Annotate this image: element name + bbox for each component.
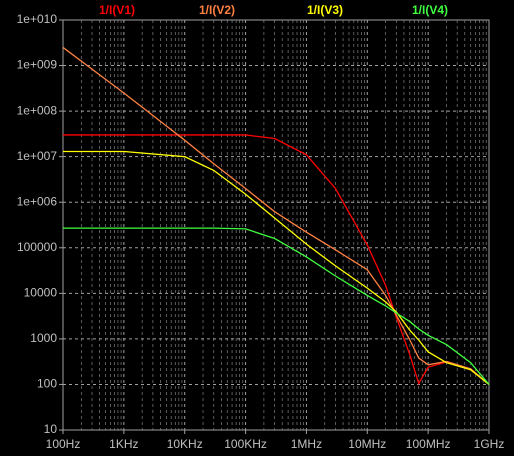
legend-entry: 1/I(V3) xyxy=(307,3,343,17)
y-tick-label: 100 xyxy=(37,377,57,391)
legend-entry: 1/I(V4) xyxy=(412,3,448,17)
y-tick-label: 1e+009 xyxy=(17,58,58,72)
x-tick-label: 1GHz xyxy=(474,437,505,451)
y-tick-label: 1000 xyxy=(30,331,57,345)
y-tick-label: 1e+006 xyxy=(17,194,58,208)
series-line xyxy=(63,134,490,386)
series-line xyxy=(63,227,490,385)
legend-entry: 1/I(V1) xyxy=(99,3,135,17)
y-tick-label: 10 xyxy=(44,422,58,436)
y-tick-label: 1e+010 xyxy=(17,12,58,26)
y-tick-label: 100000 xyxy=(17,240,57,254)
y-tick-label: 1e+008 xyxy=(17,103,58,117)
y-tick-label: 10000 xyxy=(24,286,58,300)
x-tick-label: 100Hz xyxy=(46,437,81,451)
x-tick-label: 100MHz xyxy=(406,437,451,451)
x-tick-label: 10MHz xyxy=(348,437,386,451)
y-tick-label: 1e+007 xyxy=(17,149,58,163)
legend-entry: 1/I(V2) xyxy=(199,3,235,17)
x-tick-label: 100KHz xyxy=(224,437,267,451)
x-tick-label: 1KHz xyxy=(109,437,138,451)
series-line xyxy=(63,150,490,385)
series-line xyxy=(62,46,490,385)
x-tick-label: 1MHz xyxy=(291,437,322,451)
x-tick-label: 10KHz xyxy=(167,437,203,451)
